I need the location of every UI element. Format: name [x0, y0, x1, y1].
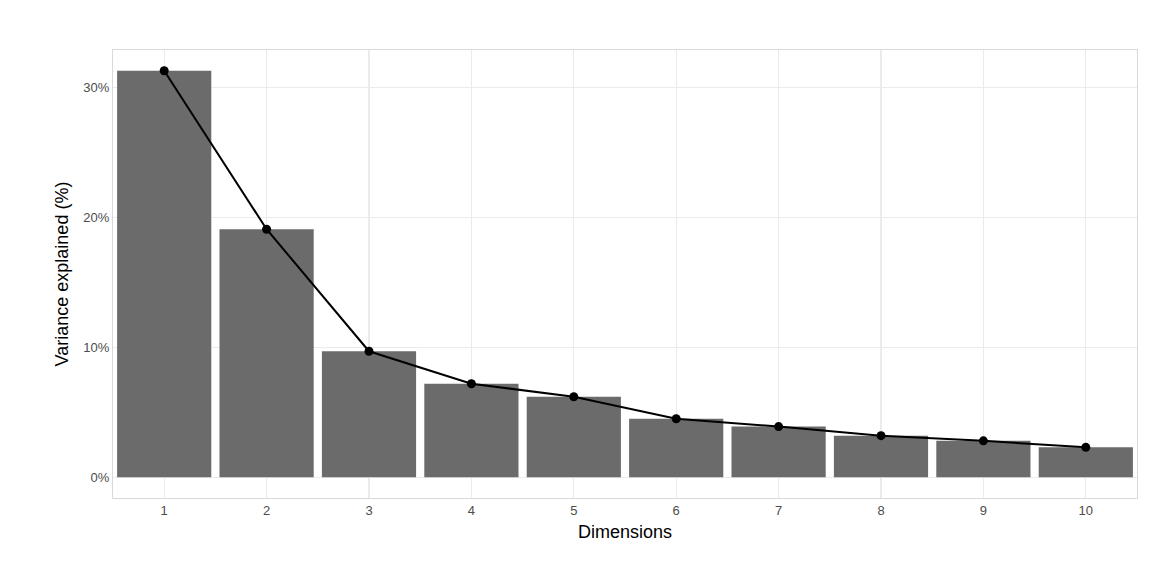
svg-text:8: 8 [877, 503, 884, 518]
svg-text:Dimensions: Dimensions [578, 522, 672, 542]
svg-text:10%: 10% [83, 340, 109, 355]
svg-text:20%: 20% [83, 210, 109, 225]
svg-text:6: 6 [673, 503, 680, 518]
svg-text:7: 7 [775, 503, 782, 518]
svg-text:Variance explained (%): Variance explained (%) [52, 182, 72, 367]
svg-text:5: 5 [570, 503, 577, 518]
svg-text:4: 4 [468, 503, 475, 518]
svg-text:30%: 30% [83, 80, 109, 95]
svg-text:9: 9 [980, 503, 987, 518]
svg-text:3: 3 [365, 503, 372, 518]
svg-text:10: 10 [1079, 503, 1093, 518]
svg-text:1: 1 [161, 503, 168, 518]
svg-text:0%: 0% [91, 470, 110, 485]
svg-text:2: 2 [263, 503, 270, 518]
